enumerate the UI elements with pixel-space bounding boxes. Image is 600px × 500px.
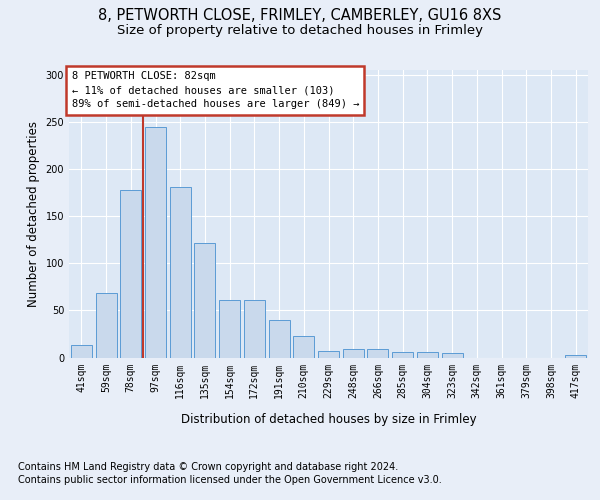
Bar — [244, 300, 265, 358]
Bar — [318, 351, 339, 358]
Text: Distribution of detached houses by size in Frimley: Distribution of detached houses by size … — [181, 412, 476, 426]
Bar — [170, 187, 191, 358]
Bar — [392, 352, 413, 358]
Bar — [71, 345, 92, 358]
Text: 8, PETWORTH CLOSE, FRIMLEY, CAMBERLEY, GU16 8XS: 8, PETWORTH CLOSE, FRIMLEY, CAMBERLEY, G… — [98, 8, 502, 22]
Bar — [95, 294, 116, 358]
Bar — [293, 336, 314, 357]
Text: Size of property relative to detached houses in Frimley: Size of property relative to detached ho… — [117, 24, 483, 37]
Bar — [442, 353, 463, 358]
Bar — [120, 190, 141, 358]
Bar — [343, 349, 364, 358]
Bar — [565, 354, 586, 358]
Text: Contains public sector information licensed under the Open Government Licence v3: Contains public sector information licen… — [18, 475, 442, 485]
Y-axis label: Number of detached properties: Number of detached properties — [27, 120, 40, 306]
Bar — [194, 242, 215, 358]
Bar — [269, 320, 290, 358]
Bar — [145, 126, 166, 358]
Bar — [367, 349, 388, 358]
Bar — [417, 352, 438, 358]
Text: 8 PETWORTH CLOSE: 82sqm
← 11% of detached houses are smaller (103)
89% of semi-d: 8 PETWORTH CLOSE: 82sqm ← 11% of detache… — [71, 72, 359, 110]
Text: Contains HM Land Registry data © Crown copyright and database right 2024.: Contains HM Land Registry data © Crown c… — [18, 462, 398, 472]
Bar — [219, 300, 240, 358]
